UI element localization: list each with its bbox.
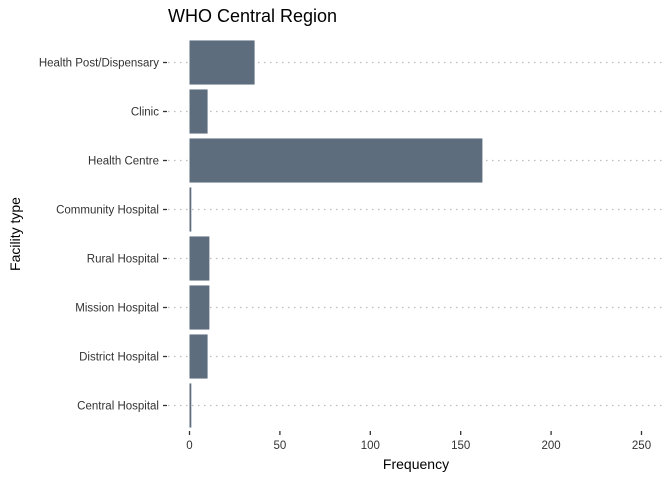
x-tick-label-250: 250 (632, 440, 651, 452)
bar-mission-hospital (189, 285, 210, 330)
y-tick-label-district-hospital: District Hospital (79, 352, 159, 364)
x-tick-label-150: 150 (451, 440, 470, 452)
y-tick-label-mission-hospital: Mission Hospital (75, 303, 159, 315)
bar-clinic (189, 89, 208, 134)
y-tick-label-rural-hospital: Rural Hospital (87, 254, 159, 266)
x-axis-title: Frequency (383, 456, 449, 472)
grid-lines (168, 61, 662, 407)
y-axis: Health Post/Dispensary Clinic Health Centr… (39, 58, 167, 413)
y-tick-label-clinic: Clinic (131, 107, 159, 119)
bar-central-hospital (189, 383, 192, 428)
x-tick-label-0: 0 (186, 440, 192, 452)
bar-health-post-dispensary (189, 40, 255, 85)
x-tick-label-50: 50 (274, 440, 287, 452)
y-tick-label-central-hospital: Central Hospital (77, 401, 159, 413)
x-tick-label-100: 100 (361, 440, 380, 452)
bar-district-hospital (189, 334, 208, 379)
x-tick-label-200: 200 (542, 440, 561, 452)
x-axis: 0 50 100 150 200 250 (186, 431, 651, 452)
y-tick-label-health-centre: Health Centre (88, 156, 159, 168)
y-axis-title: Facility type (7, 197, 23, 271)
chart-title: WHO Central Region (168, 6, 337, 26)
bar-health-centre (189, 138, 483, 183)
bars (189, 40, 483, 428)
y-tick-label-community-hospital: Community Hospital (56, 205, 159, 217)
y-tick-label-health-post-dispensary: Health Post/Dispensary (39, 58, 159, 70)
bar-community-hospital (189, 187, 192, 232)
bar-rural-hospital (189, 236, 210, 281)
